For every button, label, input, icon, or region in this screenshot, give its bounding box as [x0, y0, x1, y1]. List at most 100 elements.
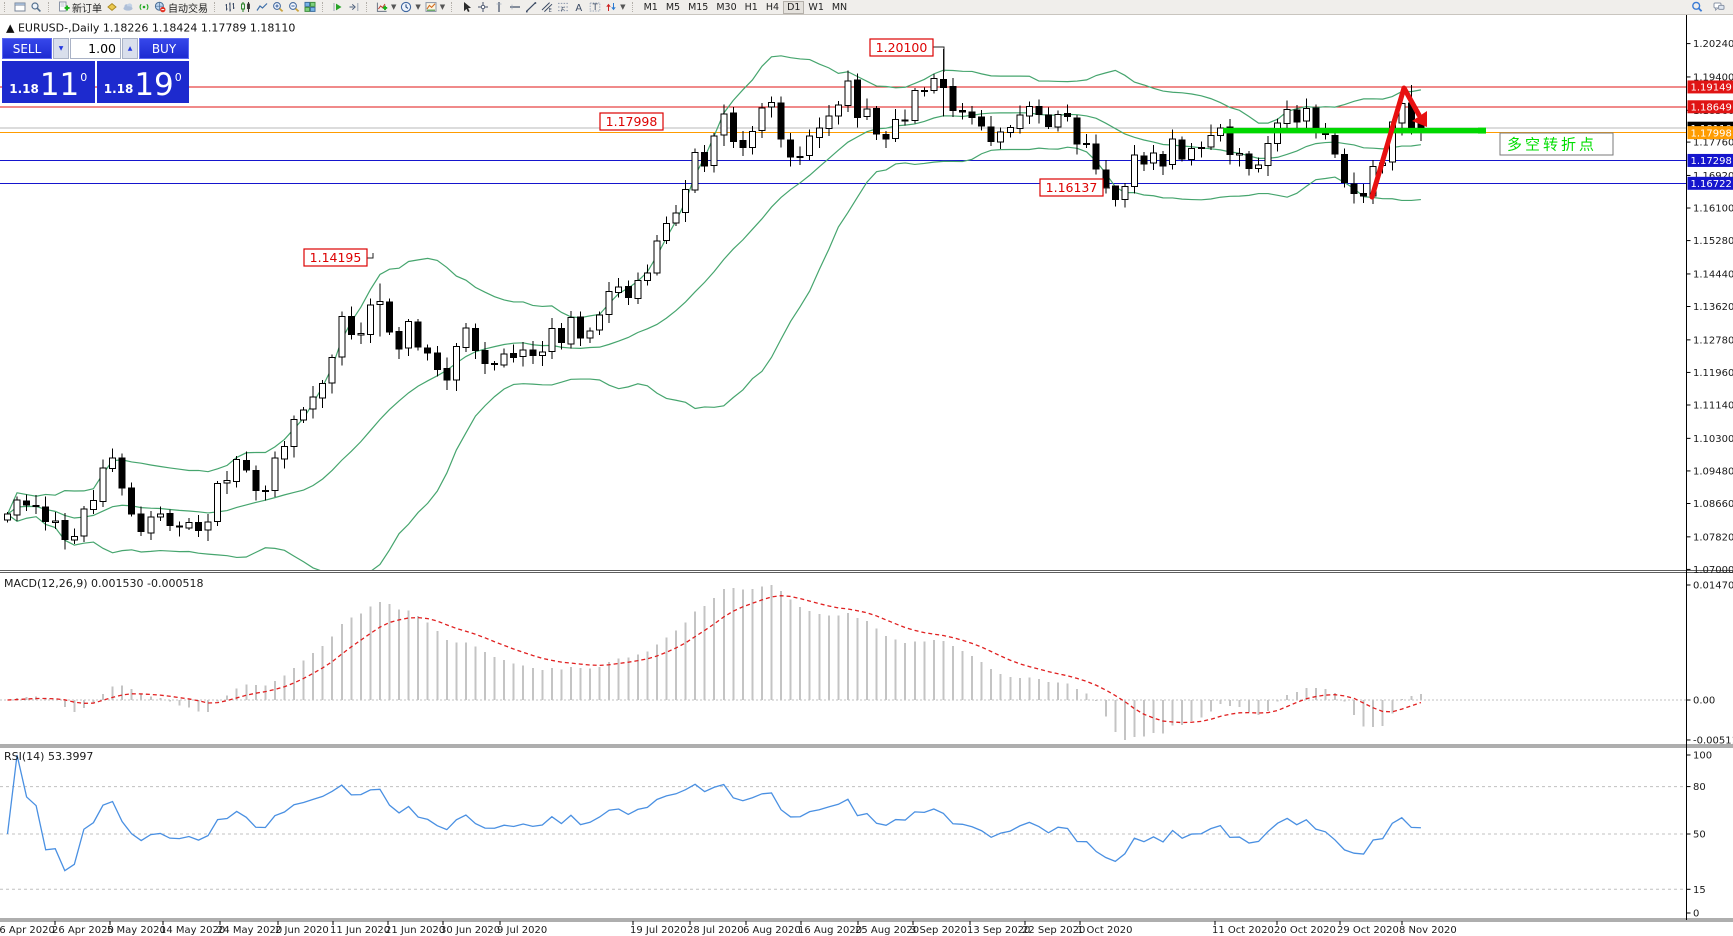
horizontal-line-button[interactable]	[507, 1, 523, 14]
text-label-button[interactable]: T	[587, 1, 603, 14]
trend-arrow[interactable]	[1369, 85, 1427, 200]
crosshair-icon	[477, 1, 489, 13]
svg-text:1.11960: 1.11960	[1693, 368, 1733, 379]
new-order-button[interactable]: 新订单	[56, 1, 104, 15]
horizontal-level-lines[interactable]	[0, 86, 1686, 184]
data-window-button[interactable]	[28, 1, 44, 14]
timeframe-h1-button[interactable]: H1	[744, 1, 758, 13]
line-chart-button[interactable]	[254, 1, 270, 14]
chevron-down-icon[interactable]: ▼	[439, 3, 446, 11]
toolbar-grip[interactable]	[214, 2, 219, 12]
publisher-button[interactable]	[120, 1, 136, 14]
buy-button[interactable]: BUY	[139, 38, 189, 59]
arrow-head-icon	[1412, 111, 1427, 127]
chevron-down-icon[interactable]: ▼	[620, 3, 626, 11]
price-callout[interactable]: 1.14195	[303, 248, 374, 267]
line-handle[interactable]	[1478, 127, 1486, 134]
candlestick-chart-button[interactable]	[238, 1, 254, 14]
sell-button[interactable]: SELL	[2, 38, 52, 59]
text-button[interactable]: A	[571, 1, 587, 14]
volume-stepper: ▼ ▲	[53, 38, 138, 59]
auto-scroll-button[interactable]	[330, 1, 346, 14]
timeframe-m30-button[interactable]: M30	[716, 1, 737, 13]
bid-price[interactable]: 1.18 11 0	[2, 61, 95, 103]
indicators-button[interactable]: ▼	[374, 1, 398, 14]
svg-text:1.17298: 1.17298	[1691, 156, 1732, 167]
svg-text:1.08660: 1.08660	[1693, 499, 1733, 510]
tile-windows-icon	[304, 1, 316, 13]
vertical-line-button[interactable]	[491, 1, 507, 14]
bollinger-middle	[7, 112, 1421, 519]
zoom-out-button[interactable]	[286, 1, 302, 14]
chart-shift-icon	[348, 1, 360, 13]
timeframe-m5-button[interactable]: M5	[665, 1, 681, 13]
volume-decrease-button[interactable]: ▼	[53, 38, 69, 59]
svg-text:A: A	[576, 3, 583, 13]
timeframe-mn-button[interactable]: MN	[831, 1, 848, 13]
arrows-button[interactable]: ▼	[603, 1, 627, 14]
svg-text:-0.005113: -0.005113	[1693, 735, 1733, 746]
volume-increase-button[interactable]: ▲	[122, 38, 138, 59]
zoom-out-icon	[288, 1, 300, 13]
autotrading-button[interactable]: 自动交易	[152, 1, 210, 15]
chart-shift-button[interactable]	[346, 1, 362, 14]
toolbar-grip[interactable]	[631, 2, 637, 12]
new-chart-button[interactable]	[12, 1, 28, 14]
trendline-button[interactable]	[523, 1, 539, 14]
toolbar-grip[interactable]	[451, 2, 456, 12]
svg-text:0.014706: 0.014706	[1693, 580, 1733, 591]
svg-text:1.11140: 1.11140	[1693, 400, 1733, 411]
timeframe-w1-button[interactable]: W1	[808, 1, 824, 13]
svg-text:0.00: 0.00	[1693, 696, 1715, 707]
timeframe-m15-button[interactable]: M15	[688, 1, 709, 13]
bar-chart-button[interactable]	[222, 1, 238, 14]
timeframe-d1-button[interactable]: D1	[783, 0, 805, 14]
timeframe-h4-button[interactable]: H4	[765, 1, 780, 13]
date-label: 30 Jun 2020	[440, 925, 500, 936]
line-chart-icon	[256, 1, 268, 13]
svg-text:1.10300: 1.10300	[1693, 434, 1733, 445]
price-callout[interactable]: 1.20100	[869, 38, 945, 72]
signals-button[interactable]	[136, 1, 152, 14]
ask-pipette: 0	[174, 71, 182, 84]
annotation-turning-point[interactable]: 多空转折点	[1499, 132, 1614, 156]
periods-button[interactable]: ▼	[398, 1, 422, 14]
text-label-icon: T	[589, 1, 601, 13]
tile-windows-button[interactable]	[302, 1, 318, 14]
zoom-in-button[interactable]	[270, 1, 286, 14]
chevron-down-icon[interactable]: ▼	[391, 3, 397, 11]
fibonacci-button[interactable]: F	[555, 1, 571, 14]
ask-price[interactable]: 1.18 19 0	[96, 61, 189, 103]
svg-text:1.14195: 1.14195	[310, 250, 362, 265]
chat-button[interactable]	[1711, 1, 1727, 14]
chevron-down-icon[interactable]: ▼	[415, 3, 421, 11]
templates-button[interactable]: ▼	[423, 1, 447, 14]
search-button[interactable]	[1689, 1, 1705, 14]
svg-text:多空转折点: 多空转折点	[1507, 136, 1597, 154]
date-label: 16 Apr 2020	[0, 925, 55, 936]
vertical-line-icon	[493, 1, 505, 13]
toolbar-grip[interactable]	[322, 2, 327, 12]
cursor-button[interactable]	[459, 1, 475, 14]
equidistant-channel-button[interactable]: E	[539, 1, 555, 14]
price-callout[interactable]: 1.17998	[599, 112, 664, 131]
history-center-button[interactable]	[104, 1, 120, 14]
timeframe-m1-button[interactable]: M1	[643, 1, 658, 13]
svg-text:0: 0	[1693, 909, 1699, 920]
ask-big-digits: 19	[134, 67, 174, 103]
toolbar-grip[interactable]	[4, 2, 9, 12]
axis-price-label: 1.17298	[1687, 153, 1733, 167]
new-order-icon	[58, 1, 70, 13]
svg-text:1.19149: 1.19149	[1691, 83, 1732, 94]
volume-input[interactable]	[70, 38, 121, 59]
svg-text:1.14440: 1.14440	[1693, 269, 1733, 280]
toolbar-grip[interactable]	[48, 2, 53, 12]
price-callout[interactable]: 1.16137	[1039, 178, 1110, 197]
templates-icon	[425, 1, 437, 13]
toolbar-grip[interactable]	[366, 2, 371, 12]
crosshair-button[interactable]	[475, 1, 491, 14]
svg-text:T: T	[592, 2, 599, 12]
